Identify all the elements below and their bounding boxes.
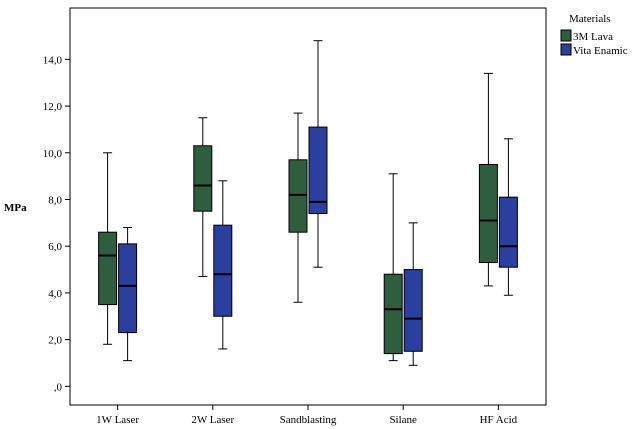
y-tick-label: 12,0 [43,101,63,113]
y-tick-label: 14,0 [43,54,63,66]
x-tick-label: HF Acid [480,414,518,426]
y-tick-label: 2,0 [48,335,62,347]
box-iqr [98,231,118,306]
y-tick-label: 4,0 [48,288,62,300]
box-iqr [403,269,423,352]
legend-title: Materials [569,13,611,25]
legend-swatch [560,29,572,42]
y-tick-label: 6,0 [48,241,62,253]
box-4-1 [498,138,518,296]
box-iqr [383,273,403,355]
y-tick-label: 10,0 [43,148,63,160]
box-iqr [498,196,518,268]
box-3-0 [383,173,403,362]
box-2-0 [288,112,308,303]
plot-frame [69,7,547,406]
box-0-0 [98,152,118,345]
box-4-0 [478,72,498,287]
box-2-1 [308,40,328,268]
box-0-1 [118,227,138,362]
x-tick-label: 1W Laser [96,414,139,426]
box-groups [98,40,518,366]
legend-label: Vita Enamic [573,45,628,57]
legend-label: 3M Lava [573,31,613,43]
box-iqr [118,243,138,334]
x-axis: 1W Laser 2W Laser Sandblasting Silane HF Aci… [96,405,518,426]
box-iqr [308,126,328,215]
x-tick-label: 2W Laser [191,414,234,426]
x-tick-label: Sandblasting [280,414,337,426]
box-iqr [193,145,213,212]
box-1-0 [193,117,213,278]
x-tick-label: Silane [389,414,417,426]
box-iqr [288,159,308,233]
box-iqr [478,163,498,264]
y-axis: ,0 2,0 4,0 6,0 8,0 10,0 12,0 14,0 [43,54,70,393]
box-iqr [213,224,233,317]
box-1-1 [213,180,233,350]
y-tick-label: ,0 [54,381,63,393]
legend: Materials 3M Lava Vita Enamic [560,13,628,57]
box-3-1 [403,222,423,366]
legend-swatch [560,43,572,56]
y-tick-label: 8,0 [48,194,62,206]
y-axis-label: MPa [4,202,27,214]
